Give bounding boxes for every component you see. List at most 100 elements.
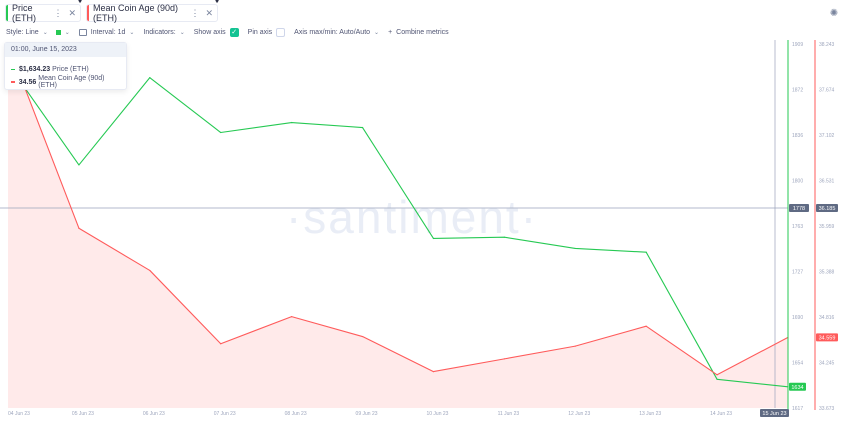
last-price-badge-text: 1634 xyxy=(791,385,803,391)
style-selector[interactable]: Style: Line ⌄ xyxy=(6,29,48,36)
x-tick-label: 09 Jun 23 xyxy=(356,411,378,417)
combine-label: Combine metrics xyxy=(396,28,449,36)
watermark: ·santiment· xyxy=(286,191,538,243)
color-swatch xyxy=(55,29,61,35)
price-tick-label: 1836 xyxy=(792,133,803,139)
price-tick-label: 1690 xyxy=(792,315,803,321)
x-tick-label: 08 Jun 23 xyxy=(285,411,307,417)
more-options-icon[interactable]: ⋮ xyxy=(53,7,62,18)
mean-coin-age-point xyxy=(361,335,364,338)
price-tick-label: 1800 xyxy=(792,179,803,185)
checkbox-unchecked-icon[interactable] xyxy=(276,27,286,37)
metric-tab-label: Mean Coin Age (90d) (ETH) xyxy=(93,3,179,23)
mean-coin-age-area xyxy=(8,44,788,408)
age-tick-label: 35.959 xyxy=(819,224,835,230)
axis-minmax-label: Axis max/min: Auto/Auto xyxy=(294,28,371,36)
x-tick-label: 12 Jun 23 xyxy=(568,411,590,417)
tooltip-label: Mean Coin Age (90d) (ETH) xyxy=(38,75,105,89)
price-point xyxy=(291,121,293,124)
x-tick-label: 05 Jun 23 xyxy=(72,411,94,417)
last-age-badge-text: 34.559 xyxy=(819,335,836,341)
age-tick-label: 37.102 xyxy=(819,133,835,139)
chevron-down-icon: ⌄ xyxy=(374,29,380,36)
pin-axis-label: Pin axis xyxy=(247,28,273,36)
chevron-down-icon: ⌄ xyxy=(129,29,135,36)
color-selector[interactable]: ⌄ xyxy=(51,29,70,36)
price-tick-label: 1872 xyxy=(792,88,803,94)
age-tick-label: 35.388 xyxy=(819,270,835,276)
interval-selector[interactable]: Interval: 1d ⌄ xyxy=(78,28,135,36)
x-tick-label: 10 Jun 23 xyxy=(426,411,448,417)
x-tick-label: 14 Jun 23 xyxy=(710,411,732,417)
crosshair-date-badge-bg xyxy=(760,409,789,417)
plus-icon: + xyxy=(388,28,393,36)
crosshair-price-badge: 1778 xyxy=(789,204,809,212)
tooltip-value: 34.56 xyxy=(18,78,37,86)
combine-metrics-button[interactable]: + Combine metrics xyxy=(388,29,449,36)
drag-handle-icon[interactable]: ♦ xyxy=(215,0,220,5)
price-tick-label: 1617 xyxy=(792,406,803,412)
tooltip-value: $1,634.23 xyxy=(19,66,51,73)
pin-axis-toggle[interactable]: Pin axis xyxy=(247,27,286,37)
calendar-icon xyxy=(78,28,87,36)
metric-color-bar xyxy=(6,5,8,21)
chart-toolbar: Style: Line ⌄ ⌄ Interval: 1d ⌄ Indicator… xyxy=(6,26,458,38)
age-tick-label: 38.243 xyxy=(819,42,835,48)
tooltip-label: Price (ETH) xyxy=(52,66,89,73)
price-point xyxy=(149,77,151,79)
crosshair-age-badge: 36.185 xyxy=(816,204,838,212)
price-point xyxy=(503,236,505,238)
tooltip-date: 01:00, June 15, 2023 xyxy=(5,43,126,57)
age-tick-label: 34.245 xyxy=(819,361,835,367)
theme-toggle-icon[interactable]: ✺ xyxy=(829,7,839,19)
close-icon[interactable]: ✕ xyxy=(205,7,213,18)
metric-tab-price[interactable]: Price (ETH) ⋮ ✕ xyxy=(5,3,81,23)
x-tick-label: 06 Jun 23 xyxy=(143,411,165,417)
show-axis-toggle[interactable]: Show axis ✓ xyxy=(194,27,239,37)
price-line xyxy=(7,63,789,388)
mean-coin-age-point xyxy=(220,343,222,345)
last-age-badge-bg xyxy=(816,333,838,342)
crosshair-price-badge-text: 1778 xyxy=(793,206,805,212)
x-tick-label: 13 Jun 23 xyxy=(639,411,661,417)
metric-color-bar xyxy=(87,5,89,21)
price-point xyxy=(574,247,576,250)
series-color-marker xyxy=(11,68,15,71)
mean-coin-age-point xyxy=(149,269,151,272)
price-tick-label: 1909 xyxy=(792,42,803,48)
age-tick-label: 34.816 xyxy=(819,315,835,321)
price-point xyxy=(716,378,718,380)
x-tick-label: 07 Jun 23 xyxy=(214,411,236,417)
mean-coin-age-point xyxy=(645,325,647,327)
axis-minmax-selector[interactable]: Axis max/min: Auto/Auto ⌄ xyxy=(294,29,379,36)
price-tick-label: 1727 xyxy=(792,270,803,276)
price-point xyxy=(361,126,364,129)
more-options-icon[interactable]: ⋮ xyxy=(190,7,199,18)
tooltip-row-age: 34.56 Mean Coin Age (90d) (ETH) xyxy=(5,73,126,89)
crosshair-price-badge-bg xyxy=(789,204,809,212)
drag-handle-icon[interactable]: ♦ xyxy=(78,0,83,5)
close-icon[interactable]: ✕ xyxy=(68,7,76,18)
tooltip-row-price: $1,634.23 Price (ETH) xyxy=(5,64,126,73)
metric-tab-mean-coin-age[interactable]: Mean Coin Age (90d) (ETH) ⋮ ✕ xyxy=(86,3,218,23)
mean-coin-age-point xyxy=(574,345,576,347)
mean-coin-age-point xyxy=(291,316,293,318)
checkbox-checked-icon[interactable]: ✓ xyxy=(229,27,239,37)
indicators-selector[interactable]: Indicators: ⌄ xyxy=(143,29,184,36)
chart-tooltip: 01:00, June 15, 2023 $1,634.23 Price (ET… xyxy=(4,42,127,90)
age-tick-label: 33.673 xyxy=(819,406,835,412)
series-color-marker xyxy=(11,81,15,83)
chevron-down-icon: ⌄ xyxy=(179,29,185,36)
age-tick-label: 36.531 xyxy=(819,179,835,185)
crosshair xyxy=(0,40,788,408)
indicators-label: Indicators: xyxy=(143,28,176,36)
last-age-badge: 34.559 xyxy=(816,333,838,342)
price-point xyxy=(78,164,80,166)
price-tick-label: 1763 xyxy=(792,224,803,230)
mean-coin-age-line xyxy=(7,44,789,376)
crosshair-date-badge: 15 Jun 23 xyxy=(760,409,789,417)
mean-coin-age-point xyxy=(503,358,505,360)
mean-coin-age-point xyxy=(432,371,435,373)
crosshair-age-badge-bg xyxy=(816,204,838,212)
